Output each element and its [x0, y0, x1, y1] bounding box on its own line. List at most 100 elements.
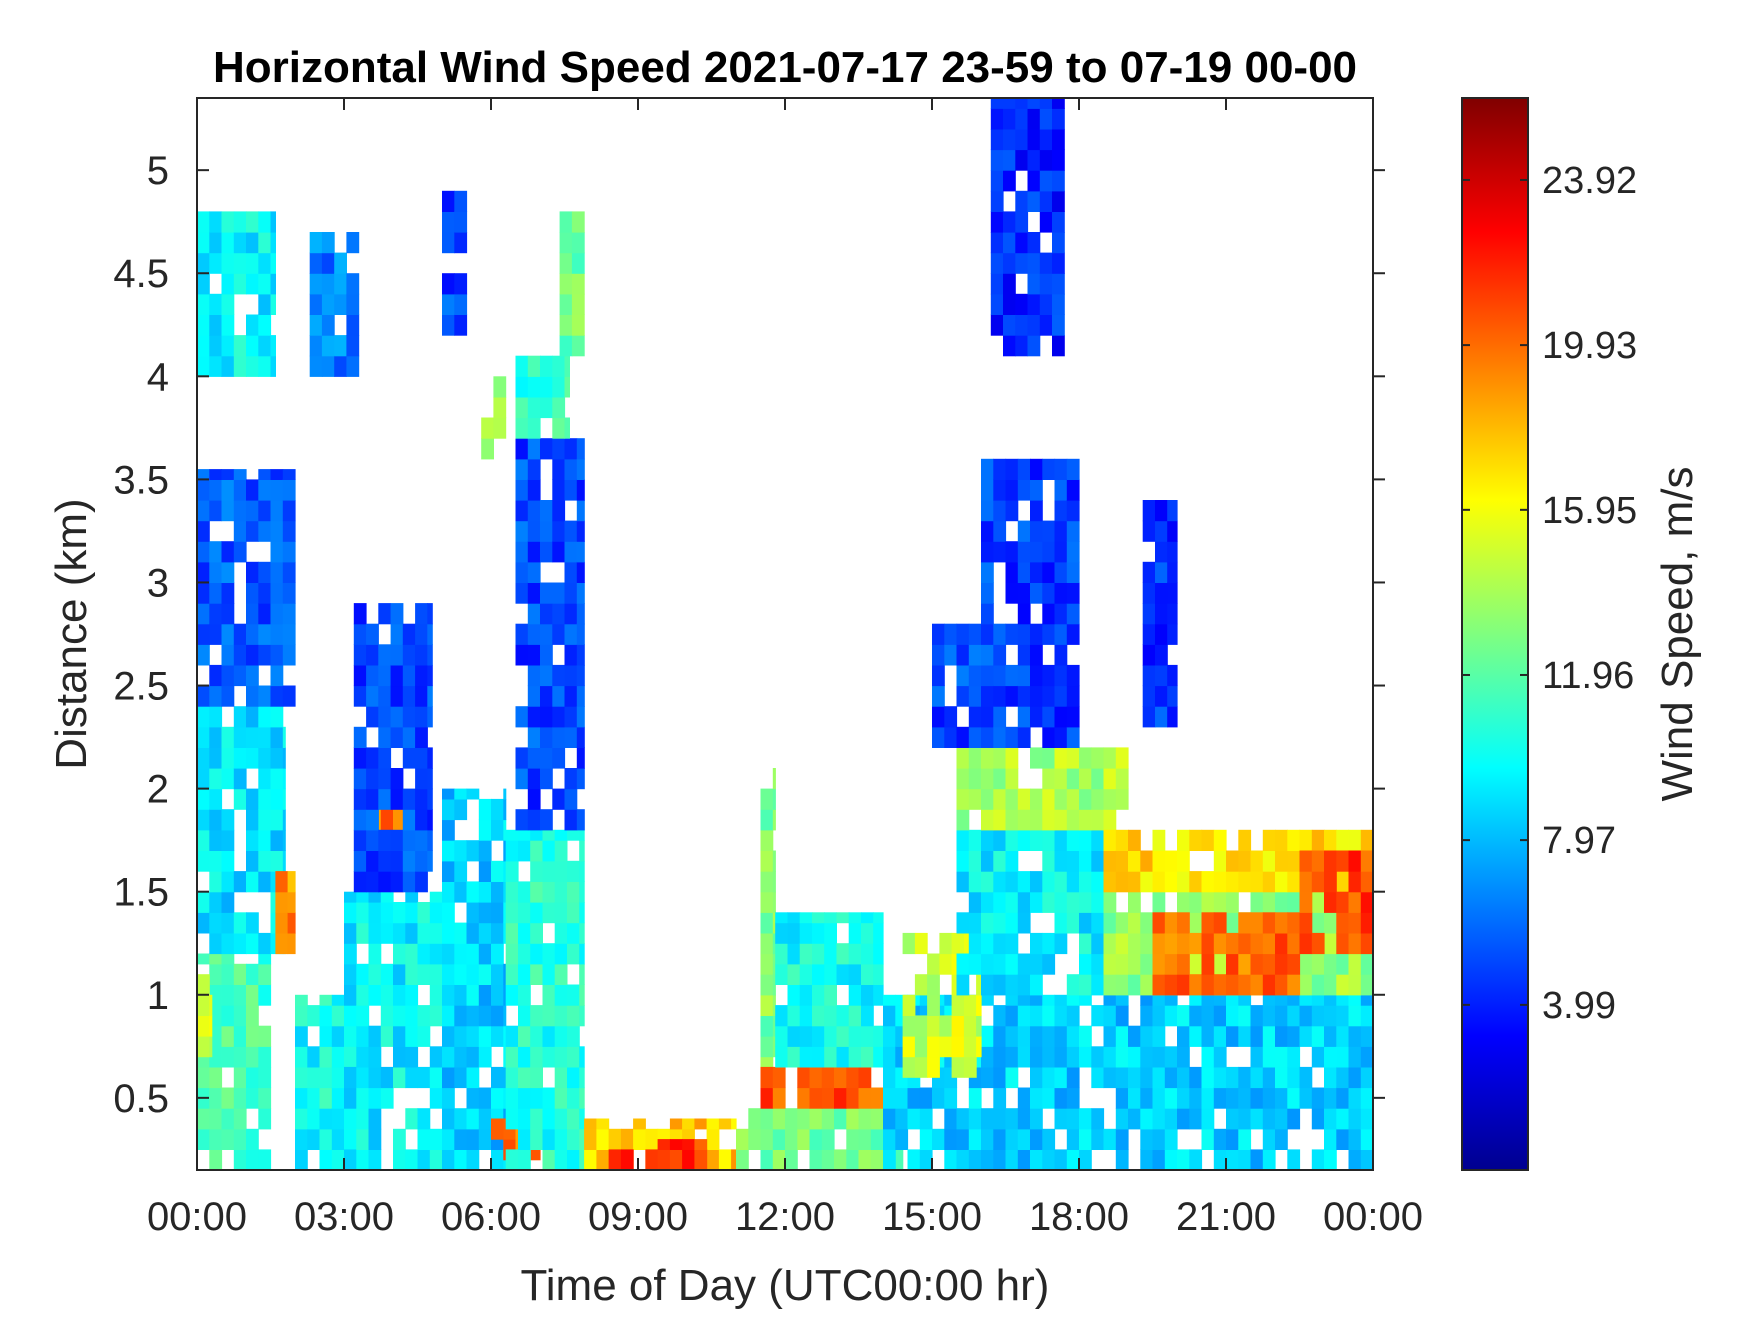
heatmap-cell [1311, 829, 1325, 851]
heatmap-cell [907, 1108, 921, 1130]
heatmap-cell [1039, 314, 1053, 336]
heatmap-cell [1005, 932, 1019, 955]
heatmap-cell [1189, 1025, 1203, 1047]
heatmap-cell [559, 314, 573, 336]
heatmap-cell [221, 1108, 235, 1130]
heatmap-cell [963, 1056, 977, 1078]
heatmap-cell [478, 922, 492, 944]
heatmap-cell [1103, 932, 1117, 955]
heatmap-cell [1177, 1066, 1190, 1089]
heatmap-cell [1066, 1005, 1080, 1027]
heatmap-cell [466, 1046, 480, 1068]
heatmap-cell [442, 273, 455, 295]
heatmap-cell [1039, 128, 1053, 151]
heatmap-cell [405, 943, 419, 965]
heatmap-cell [1091, 768, 1105, 790]
heatmap-cell [579, 1128, 585, 1150]
heatmap-cell [1360, 953, 1373, 975]
heatmap-cell [417, 1128, 431, 1150]
heatmap-cell [542, 984, 556, 1006]
heatmap-cell [870, 1087, 884, 1109]
heatmap-cell [197, 623, 210, 645]
heatmap-cell [427, 664, 433, 687]
heatmap-cell [295, 994, 308, 1006]
heatmap-cell [515, 582, 529, 604]
heatmap-cell [1348, 953, 1362, 975]
heatmap-cell [1140, 974, 1154, 996]
heatmap-cell [809, 1108, 823, 1130]
heatmap-cell [785, 1108, 798, 1130]
heatmap-cell [1015, 98, 1029, 109]
heatmap-cell [1054, 458, 1068, 480]
heatmap-cell [1115, 1108, 1129, 1130]
heatmap-cell [1287, 1046, 1301, 1068]
heatmap-cell [821, 1149, 835, 1170]
heatmap-cell [1142, 685, 1156, 707]
heatmap-cell [1115, 1025, 1129, 1047]
heatmap-cell [981, 582, 994, 604]
heatmap-cell [596, 1128, 610, 1150]
heatmap-cell [331, 1149, 345, 1170]
heatmap-cell [1091, 953, 1105, 975]
heatmap-cell [258, 829, 272, 851]
heatmap-cell [197, 293, 210, 315]
heatmap-cell [932, 726, 945, 748]
heatmap-cell [1054, 850, 1068, 872]
heatmap-cell [976, 974, 982, 996]
heatmap-cell [579, 829, 585, 841]
heatmap-cell [353, 664, 367, 687]
heatmap-cell [1140, 871, 1154, 893]
heatmap-cell [1017, 829, 1031, 851]
heatmap-cell [258, 500, 272, 522]
heatmap-cell [1042, 1087, 1056, 1109]
heatmap-cell [368, 1087, 382, 1109]
heatmap-cell [990, 293, 1004, 315]
heatmap-cell [968, 726, 982, 748]
heatmap-cell [287, 932, 296, 955]
heatmap-cell [221, 644, 235, 666]
heatmap-cell [772, 1108, 786, 1130]
heatmap-cell [1140, 932, 1154, 955]
heatmap-cell [927, 994, 940, 1016]
heatmap-cell [221, 912, 235, 934]
heatmap-cell [1015, 314, 1029, 336]
heatmap-cell [834, 1149, 847, 1170]
heatmap-cell [378, 685, 392, 707]
heatmap-cell [775, 922, 788, 944]
heatmap-cell [466, 963, 480, 985]
heatmap-cell [873, 912, 884, 924]
heatmap-cell [1128, 1087, 1141, 1109]
heatmap-cell [1115, 994, 1129, 1006]
heatmap-cell [902, 994, 916, 1016]
heatmap-cell [564, 520, 578, 542]
heatmap-cell [1042, 994, 1056, 1006]
heatmap-cell [797, 1087, 811, 1109]
heatmap-cell [393, 1046, 406, 1068]
y-tick-label: 3 [147, 561, 169, 605]
heatmap-cell [282, 644, 296, 666]
heatmap-cell [968, 932, 982, 955]
heatmap-cell [772, 932, 776, 955]
heatmap-cell [209, 747, 223, 769]
heatmap-cell [567, 881, 580, 903]
heatmap-cell [1189, 1087, 1203, 1109]
heatmap-cell [344, 1087, 357, 1109]
heatmap-cell [1039, 252, 1053, 274]
heatmap-cell [981, 891, 994, 913]
heatmap-cell [1030, 974, 1043, 996]
heatmap-cell [505, 1025, 519, 1047]
heatmap-cell [518, 963, 531, 985]
heatmap-cell [914, 1015, 928, 1037]
heatmap-cell [981, 541, 994, 563]
heatmap-cell [530, 1066, 543, 1089]
heatmap-cell [554, 963, 568, 985]
heatmap-cell [353, 603, 367, 625]
heatmap-cell [1238, 1066, 1252, 1089]
heatmap-cell [442, 1066, 455, 1089]
heatmap-cell [1042, 788, 1056, 810]
heatmap-cell [1299, 974, 1313, 996]
heatmap-cell [1079, 747, 1092, 769]
heatmap-cell [760, 1036, 774, 1058]
heatmap-cell [1066, 685, 1080, 707]
heatmap-cell [246, 1087, 259, 1109]
